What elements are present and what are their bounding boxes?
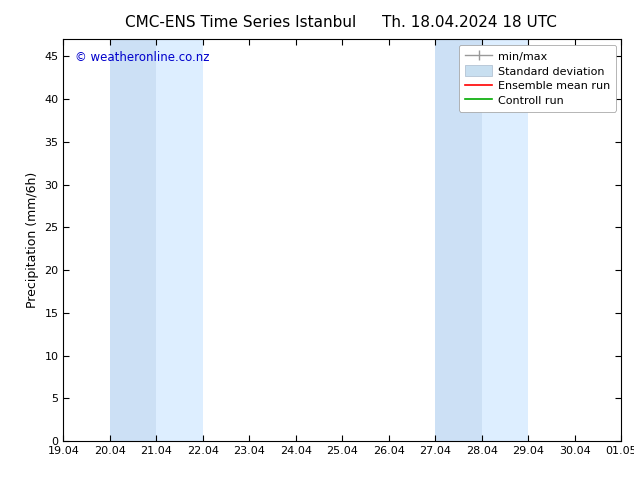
Y-axis label: Precipitation (mm/6h): Precipitation (mm/6h) [26, 172, 39, 308]
Bar [482, 39, 528, 441]
Text: Th. 18.04.2024 18 UTC: Th. 18.04.2024 18 UTC [382, 15, 557, 30]
Legend: min/max, Standard deviation, Ensemble mean run, Controll run: min/max, Standard deviation, Ensemble me… [459, 45, 616, 112]
Bar [157, 39, 203, 441]
Bar [436, 39, 482, 441]
Bar [621, 39, 634, 441]
Text: CMC-ENS Time Series Istanbul: CMC-ENS Time Series Istanbul [126, 15, 356, 30]
Bar [110, 39, 157, 441]
Text: © weatheronline.co.nz: © weatheronline.co.nz [75, 51, 209, 64]
